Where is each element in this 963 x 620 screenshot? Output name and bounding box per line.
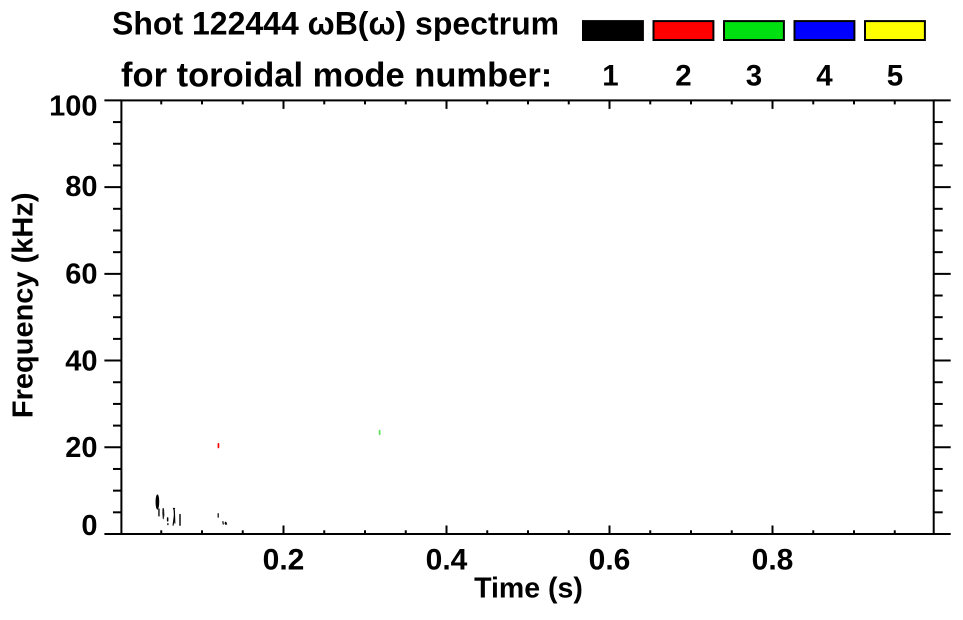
svg-text:Time (s): Time (s) bbox=[474, 572, 583, 604]
svg-text:0.8: 0.8 bbox=[752, 544, 794, 577]
svg-text:40: 40 bbox=[65, 345, 97, 377]
svg-text:0: 0 bbox=[81, 510, 97, 542]
svg-text:80: 80 bbox=[65, 171, 97, 203]
svg-text:2: 2 bbox=[675, 60, 691, 93]
svg-text:Shot 122444 ωB(ω) spectrum: Shot 122444 ωB(ω) spectrum bbox=[112, 6, 559, 42]
svg-text:3: 3 bbox=[746, 60, 762, 93]
svg-text:4: 4 bbox=[816, 60, 833, 93]
svg-text:1: 1 bbox=[602, 60, 618, 93]
svg-text:for toroidal mode number:: for toroidal mode number: bbox=[121, 57, 552, 95]
svg-text:0.2: 0.2 bbox=[263, 544, 305, 577]
svg-text:0.6: 0.6 bbox=[589, 544, 631, 577]
svg-text:20: 20 bbox=[65, 432, 97, 464]
svg-text:100: 100 bbox=[49, 91, 97, 123]
svg-text:60: 60 bbox=[65, 259, 97, 291]
svg-text:5: 5 bbox=[887, 60, 903, 93]
svg-text:0.4: 0.4 bbox=[426, 544, 468, 577]
svg-text:Frequency (kHz): Frequency (kHz) bbox=[8, 192, 40, 418]
